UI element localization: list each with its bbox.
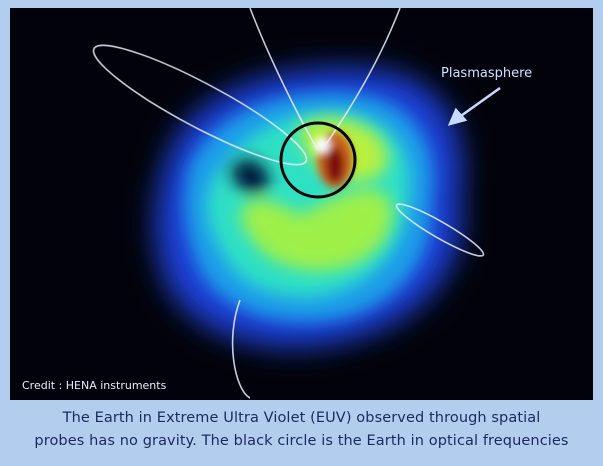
euv-image: Plasmasphere Credit : HENA instruments (10, 7, 593, 400)
plasmasphere-label: Plasmasphere (441, 66, 532, 81)
label-arrow (447, 86, 501, 126)
caption-line: The Earth in Extreme Ultra Violet (EUV) … (62, 410, 541, 426)
caption-line: probes has no gravity. The black circle … (34, 433, 569, 449)
plasmasphere-glow (155, 67, 463, 348)
credit: Credit : HENA instruments (22, 379, 167, 392)
earth-circle (279, 121, 357, 199)
orbit-lines (92, 7, 485, 399)
